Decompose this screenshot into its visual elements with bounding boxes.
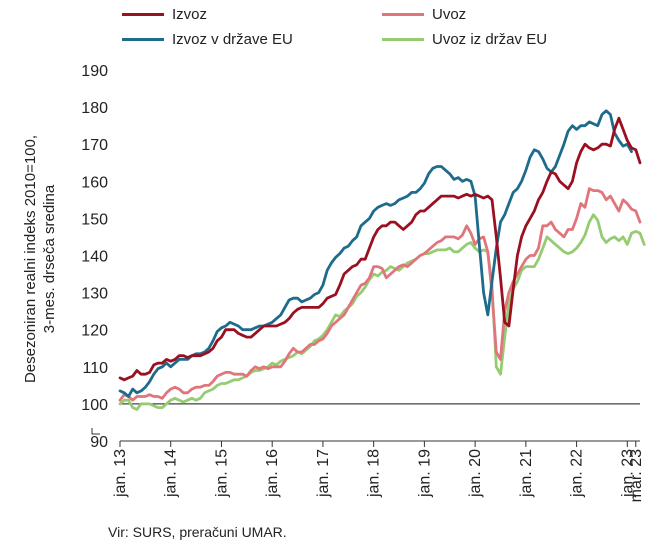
axis-break-mark (91, 428, 100, 435)
y-tick-label: 130 (81, 286, 108, 303)
legend-swatch (382, 13, 424, 16)
y-axis-title-line1: Desezoniran realni indeks 2010=100, (22, 134, 39, 384)
x-tick-label: mar. 23 (628, 449, 645, 502)
y-tick-label: 150 (81, 211, 108, 228)
y-axis-title: Desezoniran realni indeks 2010=100, 3-me… (21, 129, 59, 389)
legend-label: Izvoz (172, 6, 208, 23)
x-tick-label: jan. 20 (467, 449, 484, 498)
series-line-0 (118, 116, 642, 382)
legend-swatch (122, 38, 164, 41)
y-tick-label: 170 (81, 137, 108, 154)
y-axis-title-line2: 3-mes. drseča sredina (41, 184, 58, 334)
series-line-2 (118, 109, 633, 398)
x-tick-label: jan. 21 (518, 449, 535, 498)
y-tick-label: 120 (81, 323, 108, 340)
legend-item-izvoz: Izvoz (122, 6, 207, 23)
y-tick-label: 100 (81, 397, 108, 414)
x-tick-label: jan. 15 (213, 449, 230, 498)
y-tick-label: 160 (81, 174, 108, 191)
chart-axes: 90 100 110 120 130 140 150 160 170 180 190 jan. 13 j… (81, 63, 644, 502)
y-tick-label: 140 (81, 249, 108, 266)
legend-item-uvoz-eu: Uvoz iz držav EU (382, 31, 547, 48)
legend-label: Uvoz (432, 6, 467, 23)
source-note: Vir: SURS, preračuni UMAR. (108, 524, 287, 540)
y-tick-label: 190 (81, 63, 108, 80)
x-tick-label: jan. 18 (366, 449, 383, 498)
x-tick-label: jan. 23 (619, 449, 636, 498)
legend-swatch (122, 13, 164, 16)
y-tick-label: 180 (81, 100, 108, 117)
legend-label: Izvoz v države EU (172, 31, 293, 48)
legend-label: Uvoz iz držav EU (432, 31, 548, 48)
x-tick-label: jan. 19 (416, 449, 433, 498)
legend-swatch (382, 38, 424, 41)
x-tick-label: jan. 22 (569, 449, 586, 498)
series-line-3 (118, 213, 646, 411)
legend-item-izvoz-eu: Izvoz v države EU (122, 31, 293, 48)
series-line-1 (118, 187, 642, 402)
x-tick-label: jan. 13 (112, 449, 129, 498)
x-tick-label: jan. 16 (264, 449, 281, 498)
x-tick-label: jan. 14 (163, 449, 180, 498)
chart-series (118, 109, 646, 411)
y-tick-label: 90 (90, 434, 108, 451)
y-tick-label: 110 (82, 360, 108, 377)
x-tick-label: jan. 17 (315, 449, 332, 498)
legend-item-uvoz: Uvoz (382, 6, 466, 23)
